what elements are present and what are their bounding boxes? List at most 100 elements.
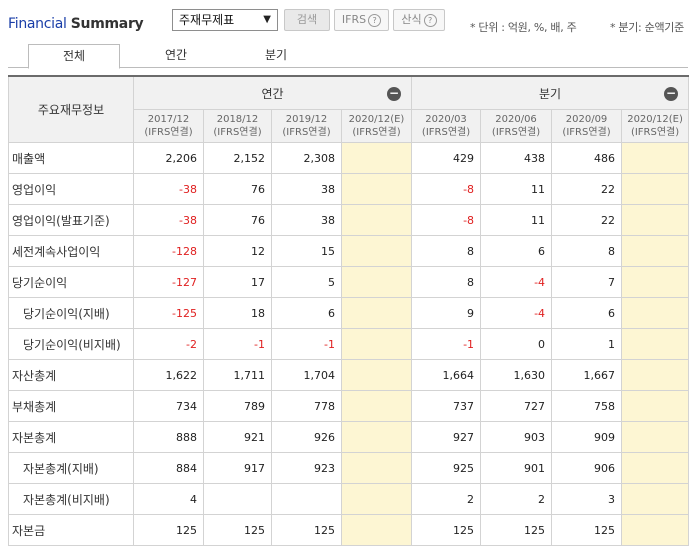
value-cell: -4 bbox=[480, 297, 553, 329]
estimate-cell bbox=[621, 266, 690, 298]
value-cell: -38 bbox=[133, 204, 204, 236]
table-row: 당기순이익(지배) -125 18 6 9 -4 6 bbox=[8, 297, 690, 329]
value-cell bbox=[271, 483, 342, 515]
estimate-cell bbox=[340, 173, 413, 205]
table-row: 영업이익(발표기준) -38 76 38 -8 11 22 bbox=[8, 204, 690, 236]
value-cell: -1 bbox=[203, 328, 272, 360]
value-cell: 2,206 bbox=[133, 142, 204, 174]
column-period: 2020/03 bbox=[425, 114, 467, 125]
page-title: Financial Summary bbox=[8, 16, 144, 32]
tab-all[interactable]: 전체 bbox=[28, 44, 120, 69]
value-cell: 1,704 bbox=[271, 359, 342, 391]
financial-summary-table: 주요재무정보 연간 − 분기 − 2017/12 (IFRS연결) 2018/12 (… bbox=[8, 75, 690, 546]
value-cell: 917 bbox=[203, 452, 272, 484]
search-button[interactable]: 검색 bbox=[284, 9, 330, 31]
value-cell: 1,667 bbox=[551, 359, 623, 391]
row-label: 세전계속사업이익 bbox=[8, 235, 134, 267]
search-button-label: 검색 bbox=[296, 13, 318, 26]
estimate-cell bbox=[340, 359, 413, 391]
value-cell: 4 bbox=[133, 483, 204, 515]
statement-select[interactable]: 주재무제표 ▼ bbox=[172, 9, 278, 31]
value-cell: -125 bbox=[133, 297, 204, 329]
header-bar: Financial Summary 주재무제표 ▼ 검색 IFRS? 산식? *… bbox=[0, 0, 696, 44]
estimate-cell bbox=[340, 483, 413, 515]
estimate-cell bbox=[340, 514, 413, 546]
column-header: 2019/12 (IFRS연결) bbox=[271, 109, 342, 143]
value-cell: 6 bbox=[480, 235, 553, 267]
value-cell: 884 bbox=[133, 452, 204, 484]
estimate-cell bbox=[621, 452, 690, 484]
row-label: 부채총계 bbox=[8, 390, 134, 422]
row-label: 영업이익 bbox=[8, 173, 134, 205]
estimate-cell bbox=[621, 514, 690, 546]
estimate-cell bbox=[621, 483, 690, 515]
column-header: 2020/06 (IFRS연결) bbox=[480, 109, 553, 143]
ifrs-button[interactable]: IFRS? bbox=[334, 9, 389, 31]
column-period: 2018/12 bbox=[216, 114, 259, 125]
tab-annual[interactable]: 연간 bbox=[164, 48, 188, 62]
value-cell: 1,664 bbox=[411, 359, 482, 391]
value-cell: 8 bbox=[411, 235, 482, 267]
estimate-cell bbox=[340, 266, 413, 298]
value-cell: 789 bbox=[203, 390, 272, 422]
value-cell: 12 bbox=[203, 235, 272, 267]
collapse-quarter-icon[interactable]: − bbox=[664, 86, 679, 101]
value-cell: 2 bbox=[411, 483, 482, 515]
column-basis: (IFRS연결) bbox=[282, 127, 331, 138]
table-row: 자본총계(지배) 884 917 923 925 901 906 bbox=[8, 452, 690, 484]
column-basis: (IFRS연결) bbox=[630, 127, 680, 138]
collapse-annual-icon[interactable]: − bbox=[387, 86, 402, 101]
table-row: 자본총계(비지배) 4 2 2 3 bbox=[8, 483, 690, 515]
value-cell: 125 bbox=[551, 514, 623, 546]
row-label: 자본총계 bbox=[8, 421, 134, 453]
value-cell: -128 bbox=[133, 235, 204, 267]
table-row: 당기순이익(비지배) -2 -1 -1 -1 0 1 bbox=[8, 328, 690, 360]
statement-select-value: 주재무제표 bbox=[179, 13, 235, 27]
value-cell bbox=[203, 483, 272, 515]
value-cell: 22 bbox=[551, 204, 623, 236]
value-cell: 778 bbox=[271, 390, 342, 422]
value-cell: 909 bbox=[551, 421, 623, 453]
value-cell: 9 bbox=[411, 297, 482, 329]
row-label: 영업이익(발표기준) bbox=[8, 204, 134, 236]
column-header: 2017/12 (IFRS연결) bbox=[133, 109, 204, 143]
column-header: 2020/12(E) (IFRS연결) bbox=[621, 109, 690, 143]
row-label: 자본금 bbox=[8, 514, 134, 546]
value-cell: 11 bbox=[480, 204, 553, 236]
help-icon: ? bbox=[368, 13, 382, 27]
value-cell: 125 bbox=[411, 514, 482, 546]
estimate-cell bbox=[340, 204, 413, 236]
value-cell: 125 bbox=[133, 514, 204, 546]
column-basis: (IFRS연결) bbox=[213, 127, 262, 138]
formula-button[interactable]: 산식? bbox=[393, 9, 445, 31]
period-note: * 분기: 순액기준 bbox=[610, 21, 684, 34]
value-cell: 76 bbox=[203, 173, 272, 205]
value-cell: 3 bbox=[551, 483, 623, 515]
formula-button-label: 산식 bbox=[401, 13, 422, 26]
column-period: 2017/12 bbox=[147, 114, 190, 125]
value-cell: 1 bbox=[551, 328, 623, 360]
table-row: 자본총계 888 921 926 927 903 909 bbox=[8, 421, 690, 453]
column-header: 2020/03 (IFRS연결) bbox=[411, 109, 482, 143]
column-basis: (IFRS연결) bbox=[144, 127, 193, 138]
column-period: 2020/12(E) bbox=[348, 114, 405, 125]
column-header: 2020/12(E) (IFRS연결) bbox=[340, 109, 413, 143]
value-cell: 2,308 bbox=[271, 142, 342, 174]
estimate-cell bbox=[621, 328, 690, 360]
column-period: 2020/12(E) bbox=[627, 114, 683, 125]
column-header: 2020/09 (IFRS연결) bbox=[551, 109, 623, 143]
column-header: 2018/12 (IFRS연결) bbox=[203, 109, 272, 143]
column-period: 2020/09 bbox=[565, 114, 608, 125]
value-cell: 0 bbox=[480, 328, 553, 360]
value-cell: 6 bbox=[551, 297, 623, 329]
value-cell: 727 bbox=[480, 390, 553, 422]
estimate-cell bbox=[621, 421, 690, 453]
value-cell: -4 bbox=[480, 266, 553, 298]
value-cell: -127 bbox=[133, 266, 204, 298]
quarter-group-header: 분기 − bbox=[411, 75, 690, 110]
estimate-cell bbox=[340, 452, 413, 484]
estimate-cell bbox=[621, 297, 690, 329]
value-cell: 125 bbox=[480, 514, 553, 546]
tab-quarterly[interactable]: 분기 bbox=[264, 48, 288, 62]
estimate-cell bbox=[621, 235, 690, 267]
